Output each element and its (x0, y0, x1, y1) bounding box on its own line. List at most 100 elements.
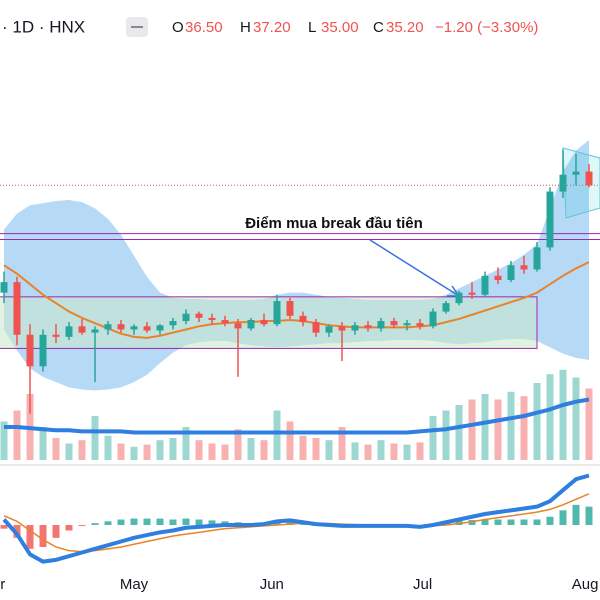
candle-body (494, 275, 502, 280)
volume-bar (52, 438, 60, 460)
macd-histogram-bar (468, 520, 476, 525)
ohlc-label: H (240, 19, 251, 36)
macd-histogram-bar (78, 525, 86, 526)
candle-body (208, 317, 216, 320)
macd-histogram-bar (585, 506, 593, 525)
candle-body (13, 282, 21, 335)
change-value: −1.20 (−3.30%) (435, 19, 538, 36)
candle-body (572, 171, 580, 175)
volume-bar (91, 416, 99, 460)
volume-bar (260, 440, 268, 460)
x-tick-label: Jul (413, 576, 432, 593)
volume-bar (520, 396, 528, 460)
candle-body (39, 334, 47, 367)
macd-histogram-bar (299, 524, 307, 525)
macd-histogram-bar (546, 516, 554, 525)
volume-bar (572, 377, 580, 460)
volume-bar (481, 394, 489, 460)
volume-bar (78, 440, 86, 460)
candle-body (0, 282, 8, 293)
candle-body (91, 329, 99, 333)
macd-histogram-bar (156, 518, 164, 525)
candle-body (130, 326, 138, 330)
macd-histogram-bar (143, 518, 151, 525)
volume-bar (351, 442, 359, 460)
macd-histogram-bar (494, 519, 502, 525)
candle-body (182, 313, 190, 322)
candle-body (377, 321, 385, 329)
ma-line (3, 261, 590, 339)
candle-body (195, 313, 203, 318)
macd-histogram-bar (91, 523, 99, 525)
macd-histogram-bar (39, 525, 47, 547)
candle-body (520, 265, 528, 270)
volume-bar (195, 440, 203, 460)
volume-bar (325, 440, 333, 460)
candle-body (312, 322, 320, 333)
candle-body (325, 326, 333, 333)
volume-bar (390, 443, 398, 460)
volume-bar (208, 443, 216, 460)
volume-bar (468, 399, 476, 460)
candle-body (559, 174, 567, 192)
volume-bar (65, 443, 73, 460)
candle-body (533, 247, 541, 270)
macd-histogram-bar (26, 525, 34, 549)
volume-bar (416, 442, 424, 460)
ohlc-value: 35.20 (386, 19, 424, 36)
candle-body (429, 311, 437, 327)
volume-bar (234, 429, 242, 460)
volume-bar (299, 435, 307, 460)
ohlc-value: 35.00 (321, 19, 359, 36)
volume-bar (143, 444, 151, 460)
volume-bar (533, 383, 541, 460)
candle-body (234, 323, 242, 329)
candle-body (585, 171, 593, 186)
macd-histogram-bar (559, 510, 567, 525)
volume-bar (585, 388, 593, 460)
volume-bar (104, 435, 112, 460)
volume-bar (117, 443, 125, 460)
x-tick-label: May (120, 576, 149, 593)
ohlc-value: 36.50 (185, 19, 223, 36)
x-tick-label: Jun (260, 576, 284, 593)
candle-body (221, 320, 229, 324)
volume-bar (507, 391, 515, 460)
candle-body (403, 323, 411, 326)
symbol-header: · 1D · HNX (2, 17, 85, 36)
macd-histogram-bar (169, 519, 177, 525)
candle-body (26, 334, 34, 367)
volume-bar (377, 440, 385, 460)
volume-bar (169, 438, 177, 460)
candle-body (455, 292, 463, 304)
macd-histogram-bar (104, 521, 112, 525)
pennant-drawing (562, 147, 600, 219)
x-tick-label: Apr (0, 576, 5, 593)
volume-bar (182, 427, 190, 460)
volume-bar (39, 427, 47, 460)
volume-bar (338, 427, 346, 460)
macd-histogram-bar (117, 519, 125, 525)
candle-body (364, 325, 372, 329)
candle-body (507, 265, 515, 280)
candle-body (351, 325, 359, 331)
candle-body (52, 334, 60, 337)
macd-signal-line (3, 493, 590, 553)
annotation-arrow (369, 239, 460, 297)
candle-body (247, 320, 255, 329)
candle-body (390, 321, 398, 326)
macd-histogram-bar (182, 518, 190, 525)
volume-bar (559, 369, 567, 460)
volume-bar (312, 438, 320, 460)
range-box (0, 296, 538, 349)
macd-histogram-bar (65, 525, 73, 531)
macd-histogram-bar (520, 519, 528, 525)
ohlc-value: 37.20 (253, 19, 291, 36)
volume-bar (0, 421, 8, 460)
macd-line (2, 473, 590, 564)
macd-histogram-bar (52, 525, 60, 538)
candle-body (65, 326, 73, 337)
volume-ma-line (4, 397, 590, 435)
candle-body (143, 326, 151, 331)
